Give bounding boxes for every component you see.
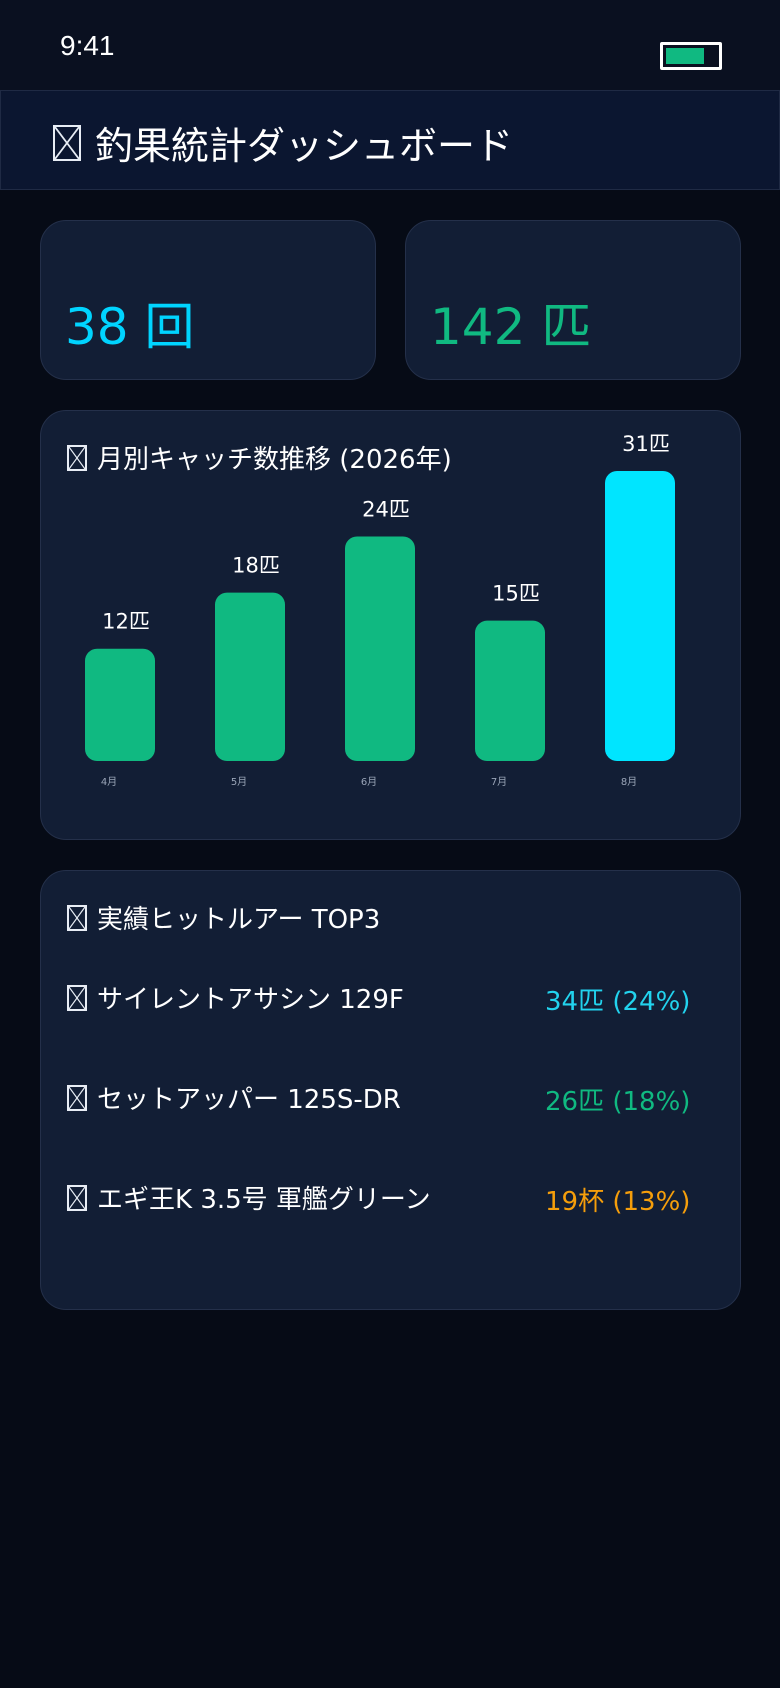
box-icon	[67, 984, 87, 1011]
box-icon	[67, 1084, 87, 1111]
box-icon	[53, 124, 81, 161]
top-lures-card: 実績ヒットルアー TOP3 サイレントアサシン 129F 34匹 (24%) セ…	[40, 870, 741, 1310]
chart-tick-label: 8月	[621, 776, 637, 788]
stat-card-fishing-trips: 38 回	[40, 220, 376, 380]
lure-row[interactable]: サイレントアサシン 129F 34匹 (24%)	[67, 979, 707, 1019]
box-icon	[67, 904, 87, 931]
lure-name: サイレントアサシン 129F	[97, 985, 404, 1015]
chart-data-label: 31匹	[622, 432, 670, 456]
lure-row[interactable]: セットアッパー 125S-DR 26匹 (18%)	[67, 1079, 707, 1119]
status-bar: 9:41	[0, 0, 780, 90]
status-time: 9:41	[60, 30, 115, 61]
chart-data-label: 15匹	[492, 582, 540, 606]
box-icon	[67, 1184, 87, 1211]
lure-name: エギ王K 3.5号 軍艦グリーン	[97, 1185, 431, 1215]
battery-icon	[660, 42, 722, 70]
chart-data-label: 12匹	[102, 610, 150, 634]
lure-catch-stat: 19杯 (13%)	[545, 1187, 691, 1217]
chart-title: 月別キャッチ数推移 (2026年)	[97, 445, 452, 475]
chart-tick-label: 6月	[361, 776, 377, 788]
chart-data-label: 24匹	[362, 497, 410, 521]
top-lures-header: 実績ヒットルアー TOP3	[67, 899, 380, 936]
chart-bar	[215, 592, 285, 761]
stat-value: 142 匹	[430, 298, 592, 356]
page-title: 釣果統計ダッシュボード	[95, 124, 514, 168]
lure-catch-stat: 34匹 (24%)	[545, 987, 691, 1017]
chart-tick-label: 5月	[231, 776, 247, 788]
chart-tick-label: 4月	[101, 776, 117, 788]
chart-bar	[345, 536, 415, 761]
chart-bar	[605, 471, 675, 761]
lure-catch-stat: 26匹 (18%)	[545, 1087, 691, 1117]
stat-card-total-catch: 142 匹	[405, 220, 741, 380]
lure-row[interactable]: エギ王K 3.5号 軍艦グリーン 19杯 (13%)	[67, 1179, 707, 1219]
chart-data-label: 18匹	[232, 554, 280, 578]
battery-level	[666, 48, 704, 64]
chart-bar	[475, 620, 545, 761]
stat-value: 38 回	[65, 298, 195, 356]
app-header: 釣果統計ダッシュボード	[0, 90, 780, 190]
chart-bar	[85, 648, 155, 761]
chart-header: 月別キャッチ数推移 (2026年)	[67, 439, 452, 476]
chart-tick-label: 7月	[491, 776, 507, 788]
monthly-chart-card: 月別キャッチ数推移 (2026年) 12匹 4月 18匹 5月 24匹 6月 15匹 7月 31…	[40, 410, 741, 840]
top-lures-title: 実績ヒットルアー TOP3	[97, 905, 381, 935]
box-icon	[67, 444, 87, 471]
lure-name: セットアッパー 125S-DR	[97, 1085, 401, 1115]
monthly-bar-chart: 12匹 4月 18匹 5月 24匹 6月 15匹 7月 31匹 8月	[85, 432, 675, 788]
